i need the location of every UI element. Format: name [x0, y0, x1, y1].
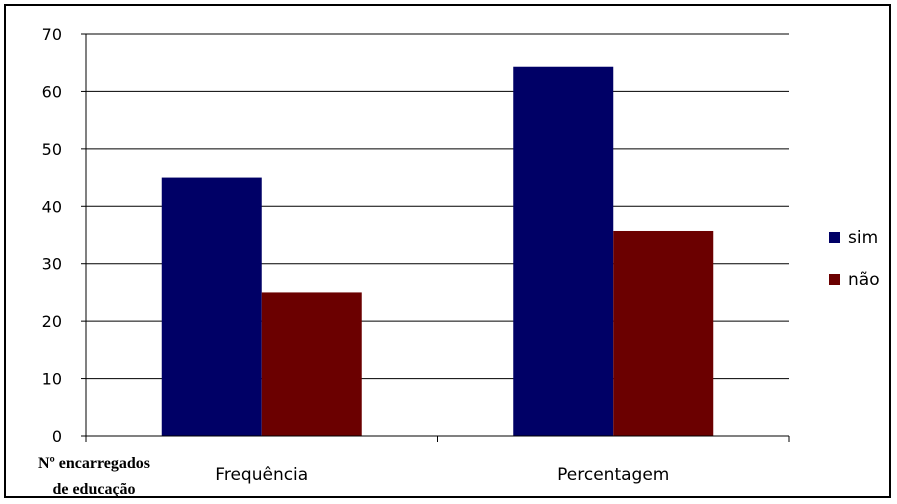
legend: sim não	[829, 228, 880, 290]
y-tick-label: 40	[42, 197, 62, 216]
bar-sim-Percentagem	[513, 66, 614, 436]
bar-não-Percentagem	[613, 230, 714, 436]
legend-label-não: não	[848, 270, 880, 290]
y-tick-label: 30	[42, 255, 62, 274]
bars	[161, 66, 714, 437]
y-tick-label: 20	[42, 312, 62, 331]
x-axis-title-line-1: Nº encarregados	[38, 455, 150, 472]
y-tick-label: 10	[42, 370, 62, 389]
legend-swatch-não	[829, 274, 840, 285]
legend-label-sim: sim	[848, 228, 878, 248]
legend-swatch-sim	[829, 232, 840, 243]
y-tick-label: 60	[42, 82, 62, 101]
bar-sim-Frequência	[161, 177, 262, 437]
bar-não-Frequência	[261, 292, 362, 436]
x-category-label: Percentagem	[557, 465, 669, 485]
x-category-label: Frequência	[215, 465, 308, 485]
x-axis-title-line-2: de educação	[52, 481, 135, 498]
y-tick-label: 0	[52, 427, 62, 446]
y-tick-label: 50	[42, 140, 62, 159]
chart-frame	[4, 4, 891, 498]
axis-labels: 0 10 20 30 40 50 60 70 Frequência Percentagem	[42, 25, 670, 485]
y-tick-label: 70	[42, 25, 62, 44]
axes	[81, 33, 790, 442]
